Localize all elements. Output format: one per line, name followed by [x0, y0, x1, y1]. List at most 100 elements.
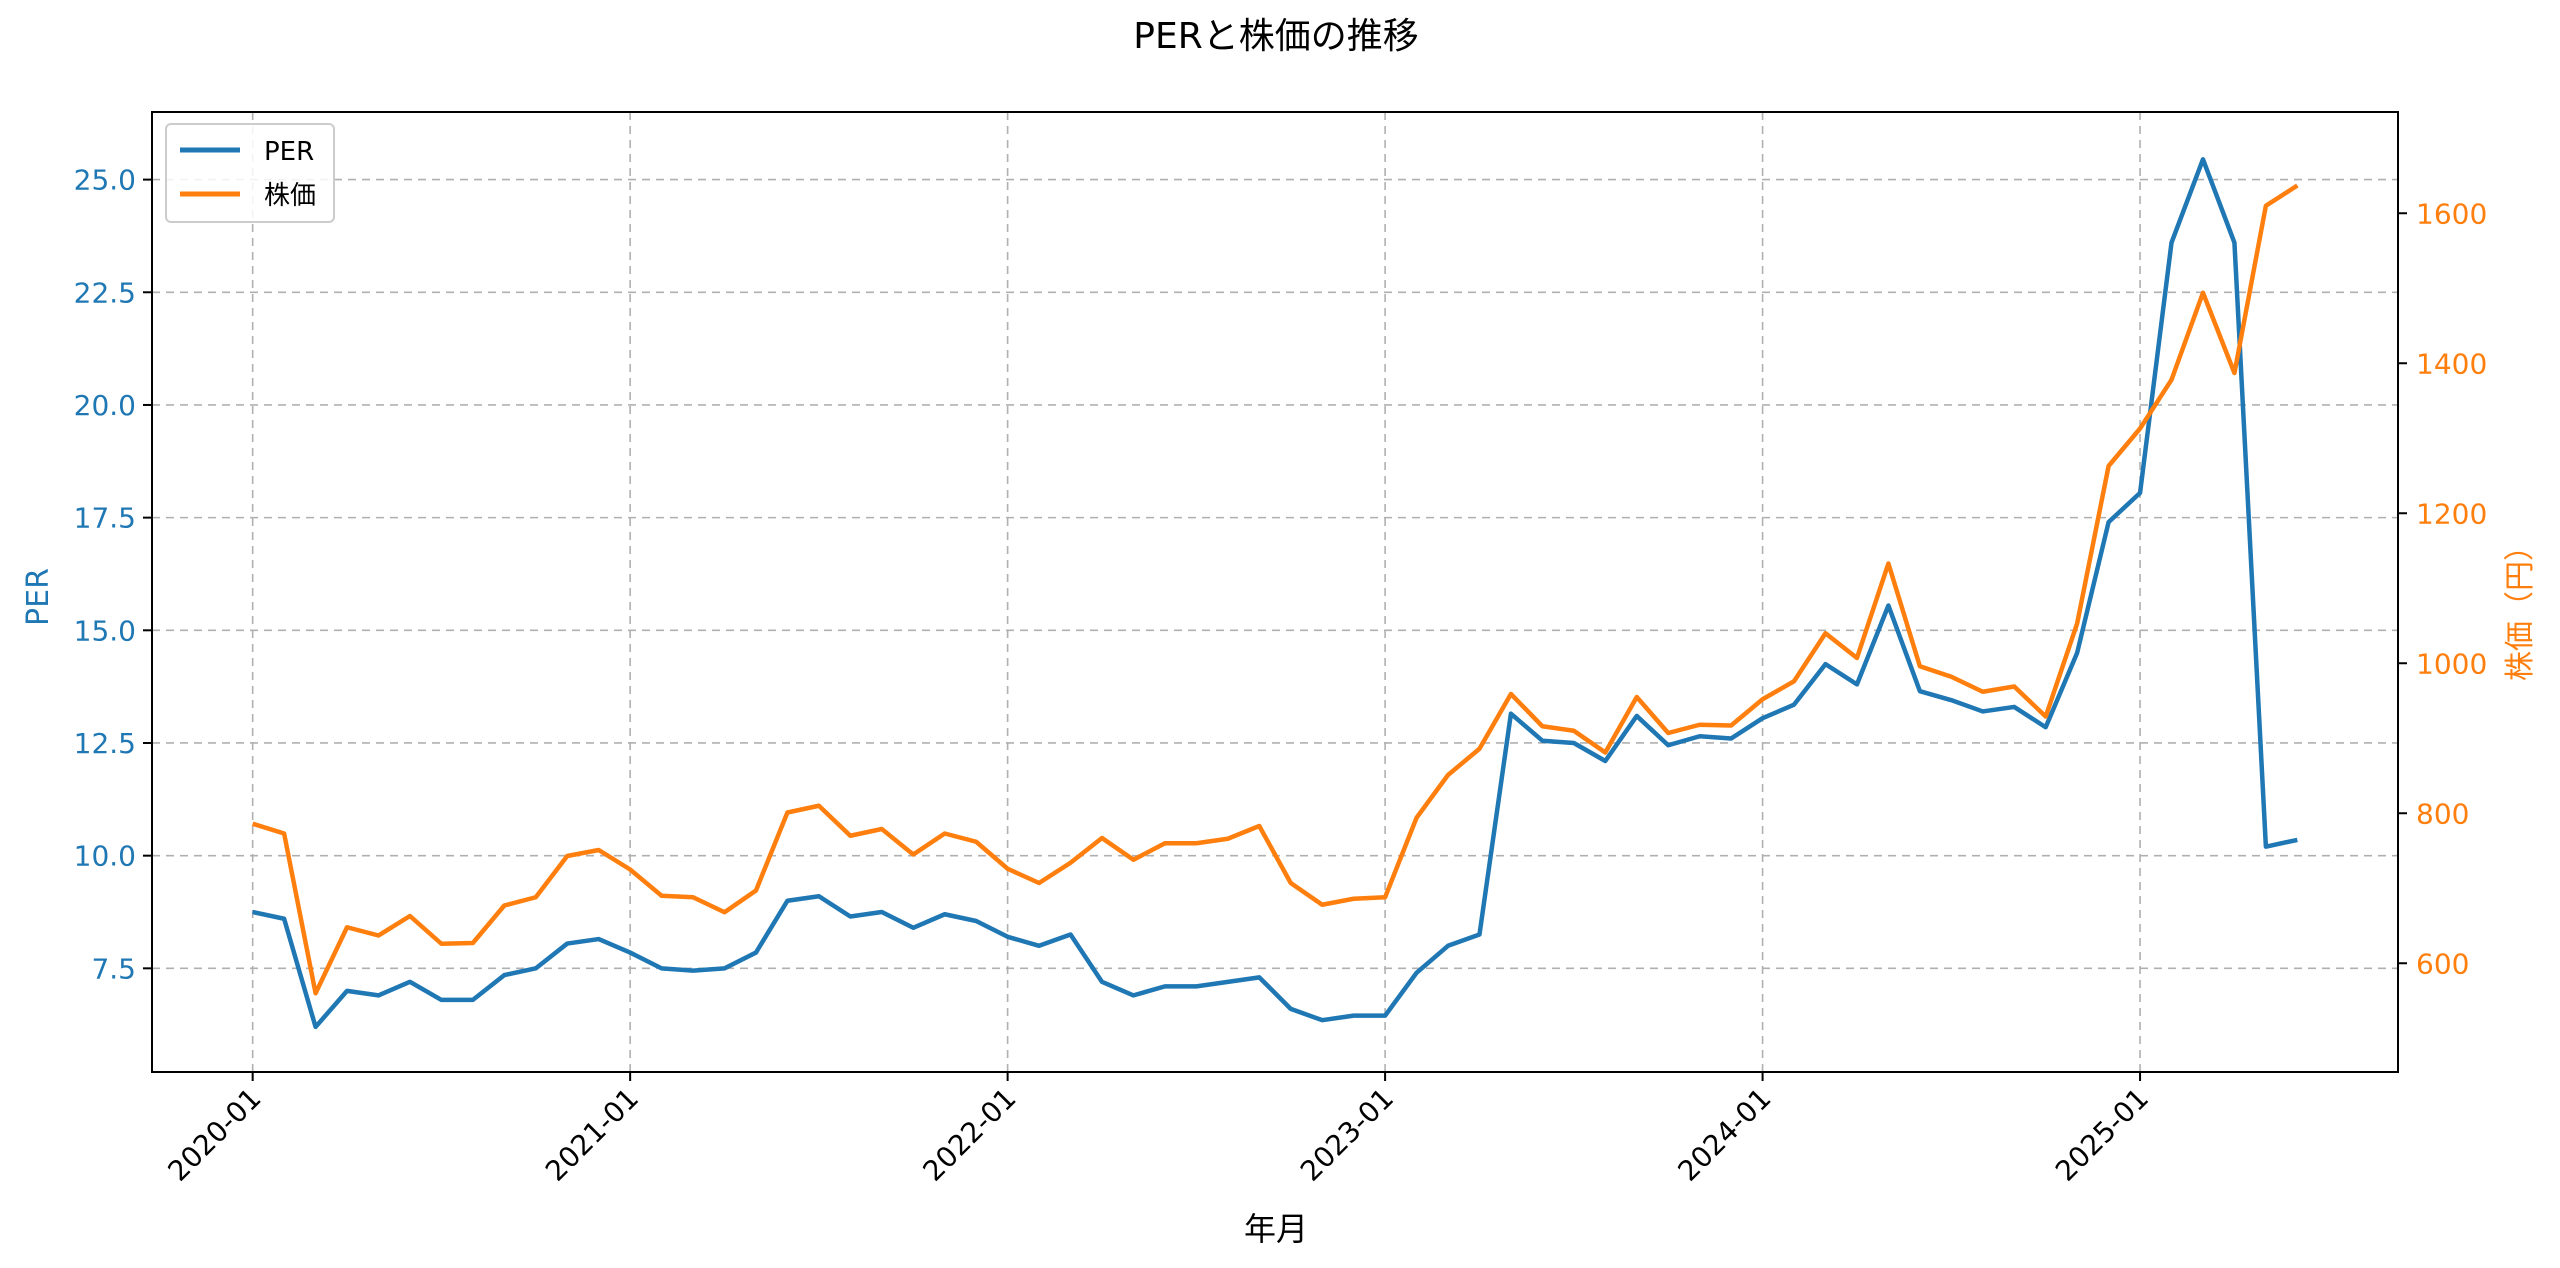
per-point: [628, 950, 632, 954]
price-point: [785, 810, 789, 814]
left-tick-label: 15.0: [74, 614, 136, 647]
left-tick-label: 25.0: [74, 164, 136, 197]
chart-title: PERと株価の推移: [1133, 16, 1418, 57]
per-point: [1760, 716, 1764, 720]
per-point: [565, 941, 569, 945]
price-point: [1163, 841, 1167, 845]
price-point: [1005, 867, 1009, 871]
price-point: [471, 941, 475, 945]
right-tick-label: 800: [2416, 797, 2469, 830]
price-point: [1697, 723, 1701, 727]
price-point: [1100, 836, 1104, 840]
per-point: [376, 993, 380, 997]
price-point: [1477, 747, 1481, 751]
legend-label-per: PER: [264, 137, 314, 167]
price-point: [313, 991, 317, 995]
price-point: [1226, 837, 1230, 841]
per-point: [2043, 725, 2047, 729]
left-tick-label: 12.5: [74, 727, 136, 760]
price-point: [1446, 773, 1450, 777]
price-point: [628, 867, 632, 871]
per-point: [722, 966, 726, 970]
plot-frame: [151, 111, 2399, 1073]
per-point: [2264, 844, 2268, 848]
per-point: [534, 966, 538, 970]
per-point: [1729, 736, 1733, 740]
price-point: [1792, 679, 1796, 683]
price-point: [2264, 204, 2268, 208]
per-point: [313, 1025, 317, 1029]
price-point: [2232, 371, 2236, 375]
per-point: [1981, 709, 1985, 713]
price-point: [502, 903, 506, 907]
right-tick-label: 1600: [2416, 197, 2487, 230]
per-point: [2232, 241, 2236, 245]
price-point: [1194, 841, 1198, 845]
per-points: [250, 157, 2299, 1029]
right-axis-label: 株価（円）: [2503, 531, 2538, 681]
left-tick-label: 10.0: [74, 840, 136, 873]
series-lines: [250, 157, 2299, 1030]
price-point: [2169, 378, 2173, 382]
price-point: [754, 888, 758, 892]
grid-lines: [152, 112, 2398, 1072]
per-series-line: [252, 157, 2298, 1030]
price-point: [2012, 684, 2016, 688]
price-point: [880, 827, 884, 831]
per-point: [1100, 980, 1104, 984]
price-point: [1729, 723, 1733, 727]
price-point: [1572, 729, 1576, 733]
per-point: [2012, 705, 2016, 709]
per-point: [1603, 759, 1607, 763]
left-tick-label: 17.5: [74, 502, 136, 535]
x-tick-label: 2023-01: [1294, 1082, 1400, 1188]
per-point: [659, 966, 663, 970]
x-tick-label: 2020-01: [162, 1082, 268, 1188]
price-point: [345, 925, 349, 929]
x-tick-label: 2022-01: [917, 1082, 1023, 1188]
per-point: [1320, 1018, 1324, 1022]
per-point: [471, 998, 475, 1002]
price-point: [1037, 881, 1041, 885]
per-point: [2295, 838, 2299, 842]
per-point: [1666, 743, 1670, 747]
price-point: [376, 933, 380, 937]
price-point: [1320, 903, 1324, 907]
price-point: [2043, 714, 2047, 718]
price-point: [659, 894, 663, 898]
per-point: [1949, 698, 1953, 702]
right-tick-label: 1400: [2416, 347, 2487, 380]
per-point: [1383, 1013, 1387, 1017]
per-point: [1351, 1013, 1355, 1017]
per-point: [1005, 935, 1009, 939]
price-point: [1509, 692, 1513, 696]
price-point: [1949, 675, 1953, 679]
price-point: [974, 840, 978, 844]
price-point: [1131, 858, 1135, 862]
per-point: [817, 894, 821, 898]
per-point: [1855, 682, 1859, 686]
x-tick-label: 2024-01: [1671, 1082, 1777, 1188]
per-point: [1194, 984, 1198, 988]
price-point: [2075, 621, 2079, 625]
price-point: [722, 910, 726, 914]
per-point: [1257, 975, 1261, 979]
per-point: [1697, 734, 1701, 738]
right-y-axis: 600 800 1000 1200 1400 1600: [2398, 197, 2487, 980]
per-point: [596, 937, 600, 941]
per-point: [2138, 491, 2142, 495]
per-point: [785, 899, 789, 903]
price-point: [943, 831, 947, 835]
per-point: [1414, 971, 1418, 975]
price-point: [534, 895, 538, 899]
per-point: [1068, 932, 1072, 936]
price-point: [2138, 426, 2142, 430]
price-point: [1666, 731, 1670, 735]
price-point: [1918, 664, 1922, 668]
price-series-line: [251, 183, 2299, 996]
price-point: [1414, 816, 1418, 820]
per-point: [2201, 157, 2205, 161]
per-point: [754, 950, 758, 954]
per-point: [1572, 741, 1576, 745]
